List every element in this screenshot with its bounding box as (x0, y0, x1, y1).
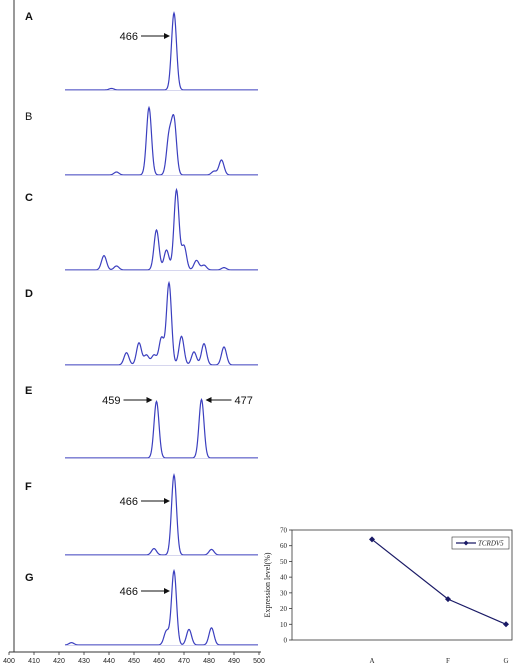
panel-label: E (25, 385, 32, 397)
panel-label: D (25, 288, 33, 300)
series-point (369, 536, 375, 543)
peak-annotation: 459 (102, 395, 153, 407)
y-tick-label: 20 (280, 605, 288, 613)
x-tick-label: 410 (28, 658, 40, 665)
y-tick-label: 50 (280, 558, 288, 566)
y-tick-label: 70 (280, 527, 288, 535)
series-point (503, 621, 509, 628)
legend-box (451, 536, 510, 550)
arrow-head (164, 498, 170, 504)
wavelength-axis: 400 410 420 430 440 450 460 470 480 490 500 (3, 651, 265, 665)
spectrum-panels: A 466 B C D E 459 477 F 466 G 466 (25, 11, 258, 646)
panel-d: D (25, 280, 258, 366)
x-tick-label: 400 (3, 658, 15, 665)
peak-label: 477 (235, 395, 253, 407)
arrow-head (164, 33, 170, 39)
x-tick-label: 460 (153, 658, 165, 665)
peak-annotation: 466 (120, 31, 170, 43)
panel-g: G 466 (25, 568, 258, 646)
legend-marker (463, 540, 469, 546)
expression-chart: 0 10 20 30 40 50 60 70 Expression level(%) A F G TCR… (263, 527, 513, 665)
series-point (445, 596, 451, 603)
y-tick-label: 60 (280, 542, 288, 550)
y-tick-label: 0 (284, 637, 288, 645)
y-tick-label: 30 (280, 589, 288, 597)
arrow-head (205, 397, 212, 403)
peak-annotation: 466 (120, 586, 170, 598)
spectrum-trace (65, 11, 258, 91)
panel-b: B (25, 105, 258, 176)
x-tick-label: 450 (128, 658, 140, 665)
peak-label: 459 (102, 395, 120, 407)
peak-label: 466 (120, 586, 138, 598)
x-tick-label: 480 (203, 658, 215, 665)
spectrum-trace (65, 105, 258, 176)
series-line (371, 538, 507, 625)
panel-label: C (25, 192, 33, 204)
panel-c: C (25, 187, 258, 271)
x-tick-label: 440 (103, 658, 115, 665)
x-tick-label: 490 (228, 658, 240, 665)
panel-label: G (25, 572, 34, 584)
arrow-head (146, 397, 153, 403)
x-category-label: A (369, 657, 374, 665)
plot-frame (291, 529, 513, 641)
spectrum-trace (65, 187, 258, 271)
spectrum-trace (65, 280, 258, 366)
panel-a: A 466 (25, 11, 258, 91)
y-tick-label: 10 (280, 621, 288, 629)
x-tick-label: 420 (53, 658, 65, 665)
x-category-label: F (446, 657, 450, 665)
panel-label: A (25, 11, 33, 23)
y-tick-label: 40 (280, 574, 288, 582)
x-tick-label: 500 (253, 658, 265, 665)
legend-label: TCRDV5 (478, 540, 504, 548)
spectrum-trace (65, 473, 258, 556)
panel-label: B (25, 111, 32, 123)
peak-annotation: 466 (120, 496, 170, 508)
panel-e: E 459 477 (25, 385, 258, 459)
panel-f: F 466 (25, 473, 258, 556)
panel-label: F (25, 481, 32, 493)
legend: TCRDV5 (451, 536, 510, 550)
x-tick-label: 430 (78, 658, 90, 665)
peak-label: 466 (120, 31, 138, 43)
arrow-head (164, 588, 170, 594)
x-tick-label: 470 (178, 658, 190, 665)
x-category-label: G (503, 657, 508, 665)
spectrum-trace (65, 397, 258, 459)
spectrum-trace (64, 568, 258, 646)
y-axis-label: Expression level(%) (263, 552, 272, 617)
peak-label: 466 (120, 496, 138, 508)
peak-annotation: 477 (205, 395, 253, 407)
